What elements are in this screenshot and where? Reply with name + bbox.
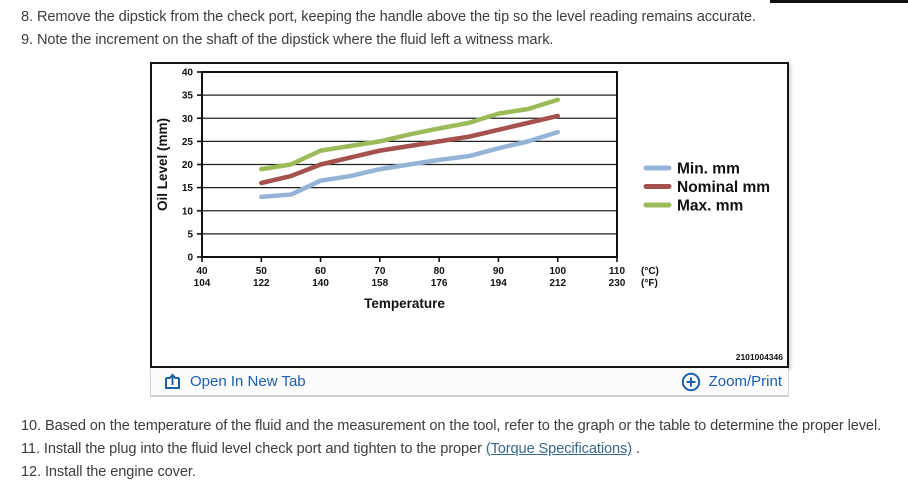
y-axis-title: Oil Level (mm) (155, 118, 170, 211)
svg-text:158: 158 (372, 278, 389, 289)
figure-id-number: 2101004346 (736, 352, 784, 362)
step-number: 11. (21, 441, 44, 457)
legend-label: Nominal mm (677, 179, 770, 196)
procedure-step-12: 12. Install the engine cover. (21, 461, 881, 484)
svg-text:176: 176 (431, 278, 448, 289)
step-text: Based on the temperature of the fluid an… (44, 418, 882, 434)
legend-label: Max. mm (677, 198, 743, 215)
step-text: . (631, 441, 640, 457)
step-text: Install the plug into the fluid level ch… (43, 441, 486, 457)
x-axis-title: Temperature (364, 296, 445, 311)
zoom-print-label: Zoom/Print (708, 373, 782, 390)
figure-chart-area: 0 5 10 15 20 25 30 35 40 40 104 50 122 60 140 70 158 80 17… (150, 62, 789, 368)
svg-text:0: 0 (187, 253, 193, 264)
step-text: Note the increment on the shaft of the d… (36, 32, 554, 48)
svg-text:110: 110 (609, 266, 626, 277)
step-number: 12. (21, 464, 45, 480)
svg-text:(°F): (°F) (641, 278, 658, 289)
svg-text:100: 100 (549, 266, 566, 277)
step-number: 10. (21, 418, 45, 434)
figure-toolbar: Open In New Tab Zoom/Print (150, 368, 789, 397)
step-number: 9. (21, 32, 37, 48)
procedure-step-9: 9. Note the increment on the shaft of th… (21, 29, 756, 52)
open-in-new-tab-icon (165, 373, 180, 389)
svg-text:35: 35 (182, 91, 194, 102)
procedure-steps-bottom: 10. Based on the temperature of the flui… (21, 415, 881, 484)
figure-card: 0 5 10 15 20 25 30 35 40 40 104 50 122 60 140 70 158 80 17… (150, 62, 789, 397)
zoom-print-button[interactable]: Zoom/Print (681, 372, 782, 392)
svg-text:90: 90 (493, 266, 505, 277)
svg-text:122: 122 (253, 278, 270, 289)
torque-specifications-link[interactable]: (Torque Specifications) (485, 441, 632, 457)
svg-text:50: 50 (256, 266, 268, 277)
svg-text:230: 230 (609, 278, 626, 289)
svg-text:20: 20 (182, 160, 194, 171)
svg-text:30: 30 (182, 114, 194, 125)
svg-text:80: 80 (434, 266, 446, 277)
svg-text:104: 104 (194, 278, 211, 289)
svg-text:25: 25 (182, 137, 194, 148)
svg-text:40: 40 (196, 266, 208, 277)
svg-text:5: 5 (187, 229, 193, 240)
svg-text:(°C): (°C) (641, 266, 659, 277)
step-number: 8. (21, 9, 37, 25)
series-line-max-mm (259, 97, 560, 172)
svg-text:10: 10 (182, 206, 194, 217)
svg-text:194: 194 (490, 278, 507, 289)
window-edge-fragment (770, 0, 908, 3)
svg-text:60: 60 (315, 266, 327, 277)
open-in-new-tab-button[interactable]: Open In New Tab (163, 372, 306, 391)
svg-text:70: 70 (374, 266, 386, 277)
procedure-steps-top: 8. Remove the dipstick from the check po… (21, 6, 756, 52)
series-line-min-mm (259, 129, 560, 200)
svg-text:40: 40 (182, 68, 194, 79)
step-text: Install the engine cover. (44, 464, 196, 480)
oil-level-vs-temperature-chart: 0510152025303540401045012260140701588017… (155, 68, 784, 363)
procedure-step-10: 10. Based on the temperature of the flui… (21, 415, 881, 438)
svg-text:140: 140 (312, 278, 329, 289)
svg-text:15: 15 (182, 183, 194, 194)
open-in-new-tab-label: Open In New Tab (190, 373, 306, 390)
series-line-nominal-mm (259, 113, 560, 186)
legend-label: Min. mm (677, 161, 740, 178)
zoom-print-icon (681, 372, 700, 391)
step-text: Remove the dipstick from the check port,… (36, 9, 756, 25)
svg-text:212: 212 (549, 278, 566, 289)
procedure-step-8: 8. Remove the dipstick from the check po… (21, 6, 756, 29)
procedure-step-11: 11. Install the plug into the fluid leve… (21, 438, 881, 461)
